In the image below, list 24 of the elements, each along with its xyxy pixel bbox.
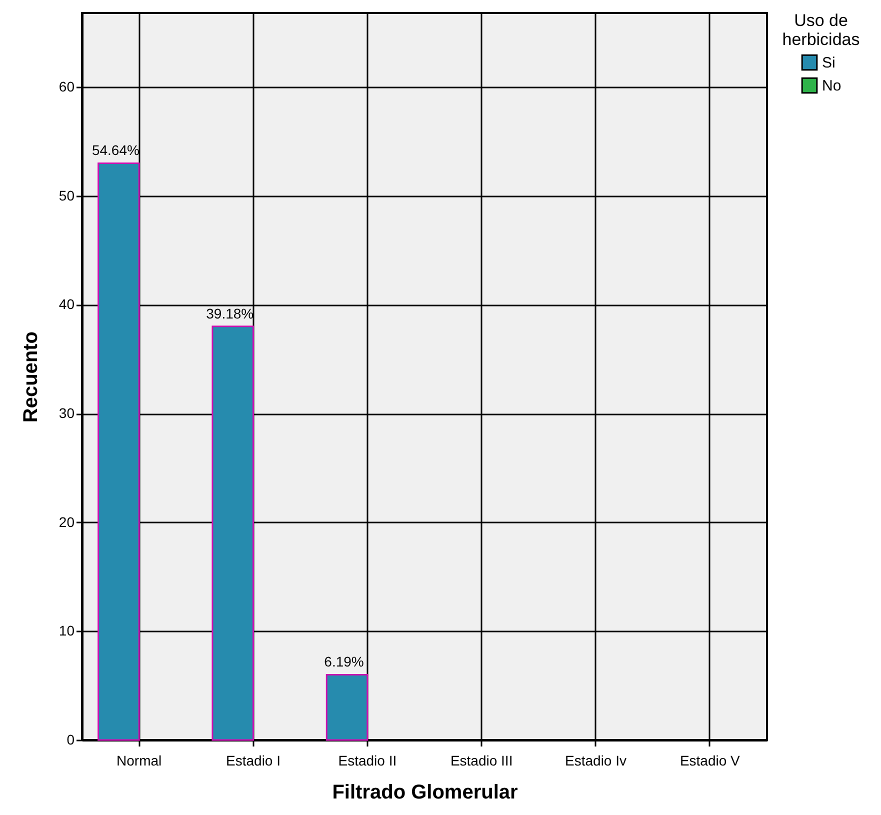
y-tick-label: 60: [58, 78, 75, 95]
x-tick-label: Normal: [116, 752, 162, 768]
annotation: 39.18%: [206, 305, 254, 322]
bar: [326, 674, 368, 741]
x-tick-label: Estadio Iv: [565, 752, 626, 768]
x-tick-label: Estadio V: [680, 752, 741, 768]
legend-label: Si: [822, 54, 836, 72]
legend-label: No: [822, 78, 842, 94]
annotation: 6.19%: [324, 654, 364, 670]
y-tick-label: 10: [58, 622, 75, 639]
y-tick-label: 0: [66, 732, 75, 748]
x-tick-label: Estadio II: [338, 752, 397, 768]
y-tick-label: 20: [58, 514, 75, 530]
x-tick-label: Estadio III: [450, 752, 513, 768]
bar: [98, 162, 140, 741]
y-axis-title: Recuento: [20, 331, 42, 423]
y-tick-label: 50: [58, 187, 75, 204]
x-axis-title: Filtrado Glomerular: [332, 782, 518, 804]
y-tick-label: 40: [58, 296, 75, 312]
bar: [212, 326, 254, 741]
legend-title: Uso de herbicidas: [782, 11, 860, 49]
x-tick-label: Estadio I: [226, 752, 280, 768]
y-tick-label: 30: [58, 405, 75, 422]
annotation: 54.64%: [92, 142, 140, 158]
